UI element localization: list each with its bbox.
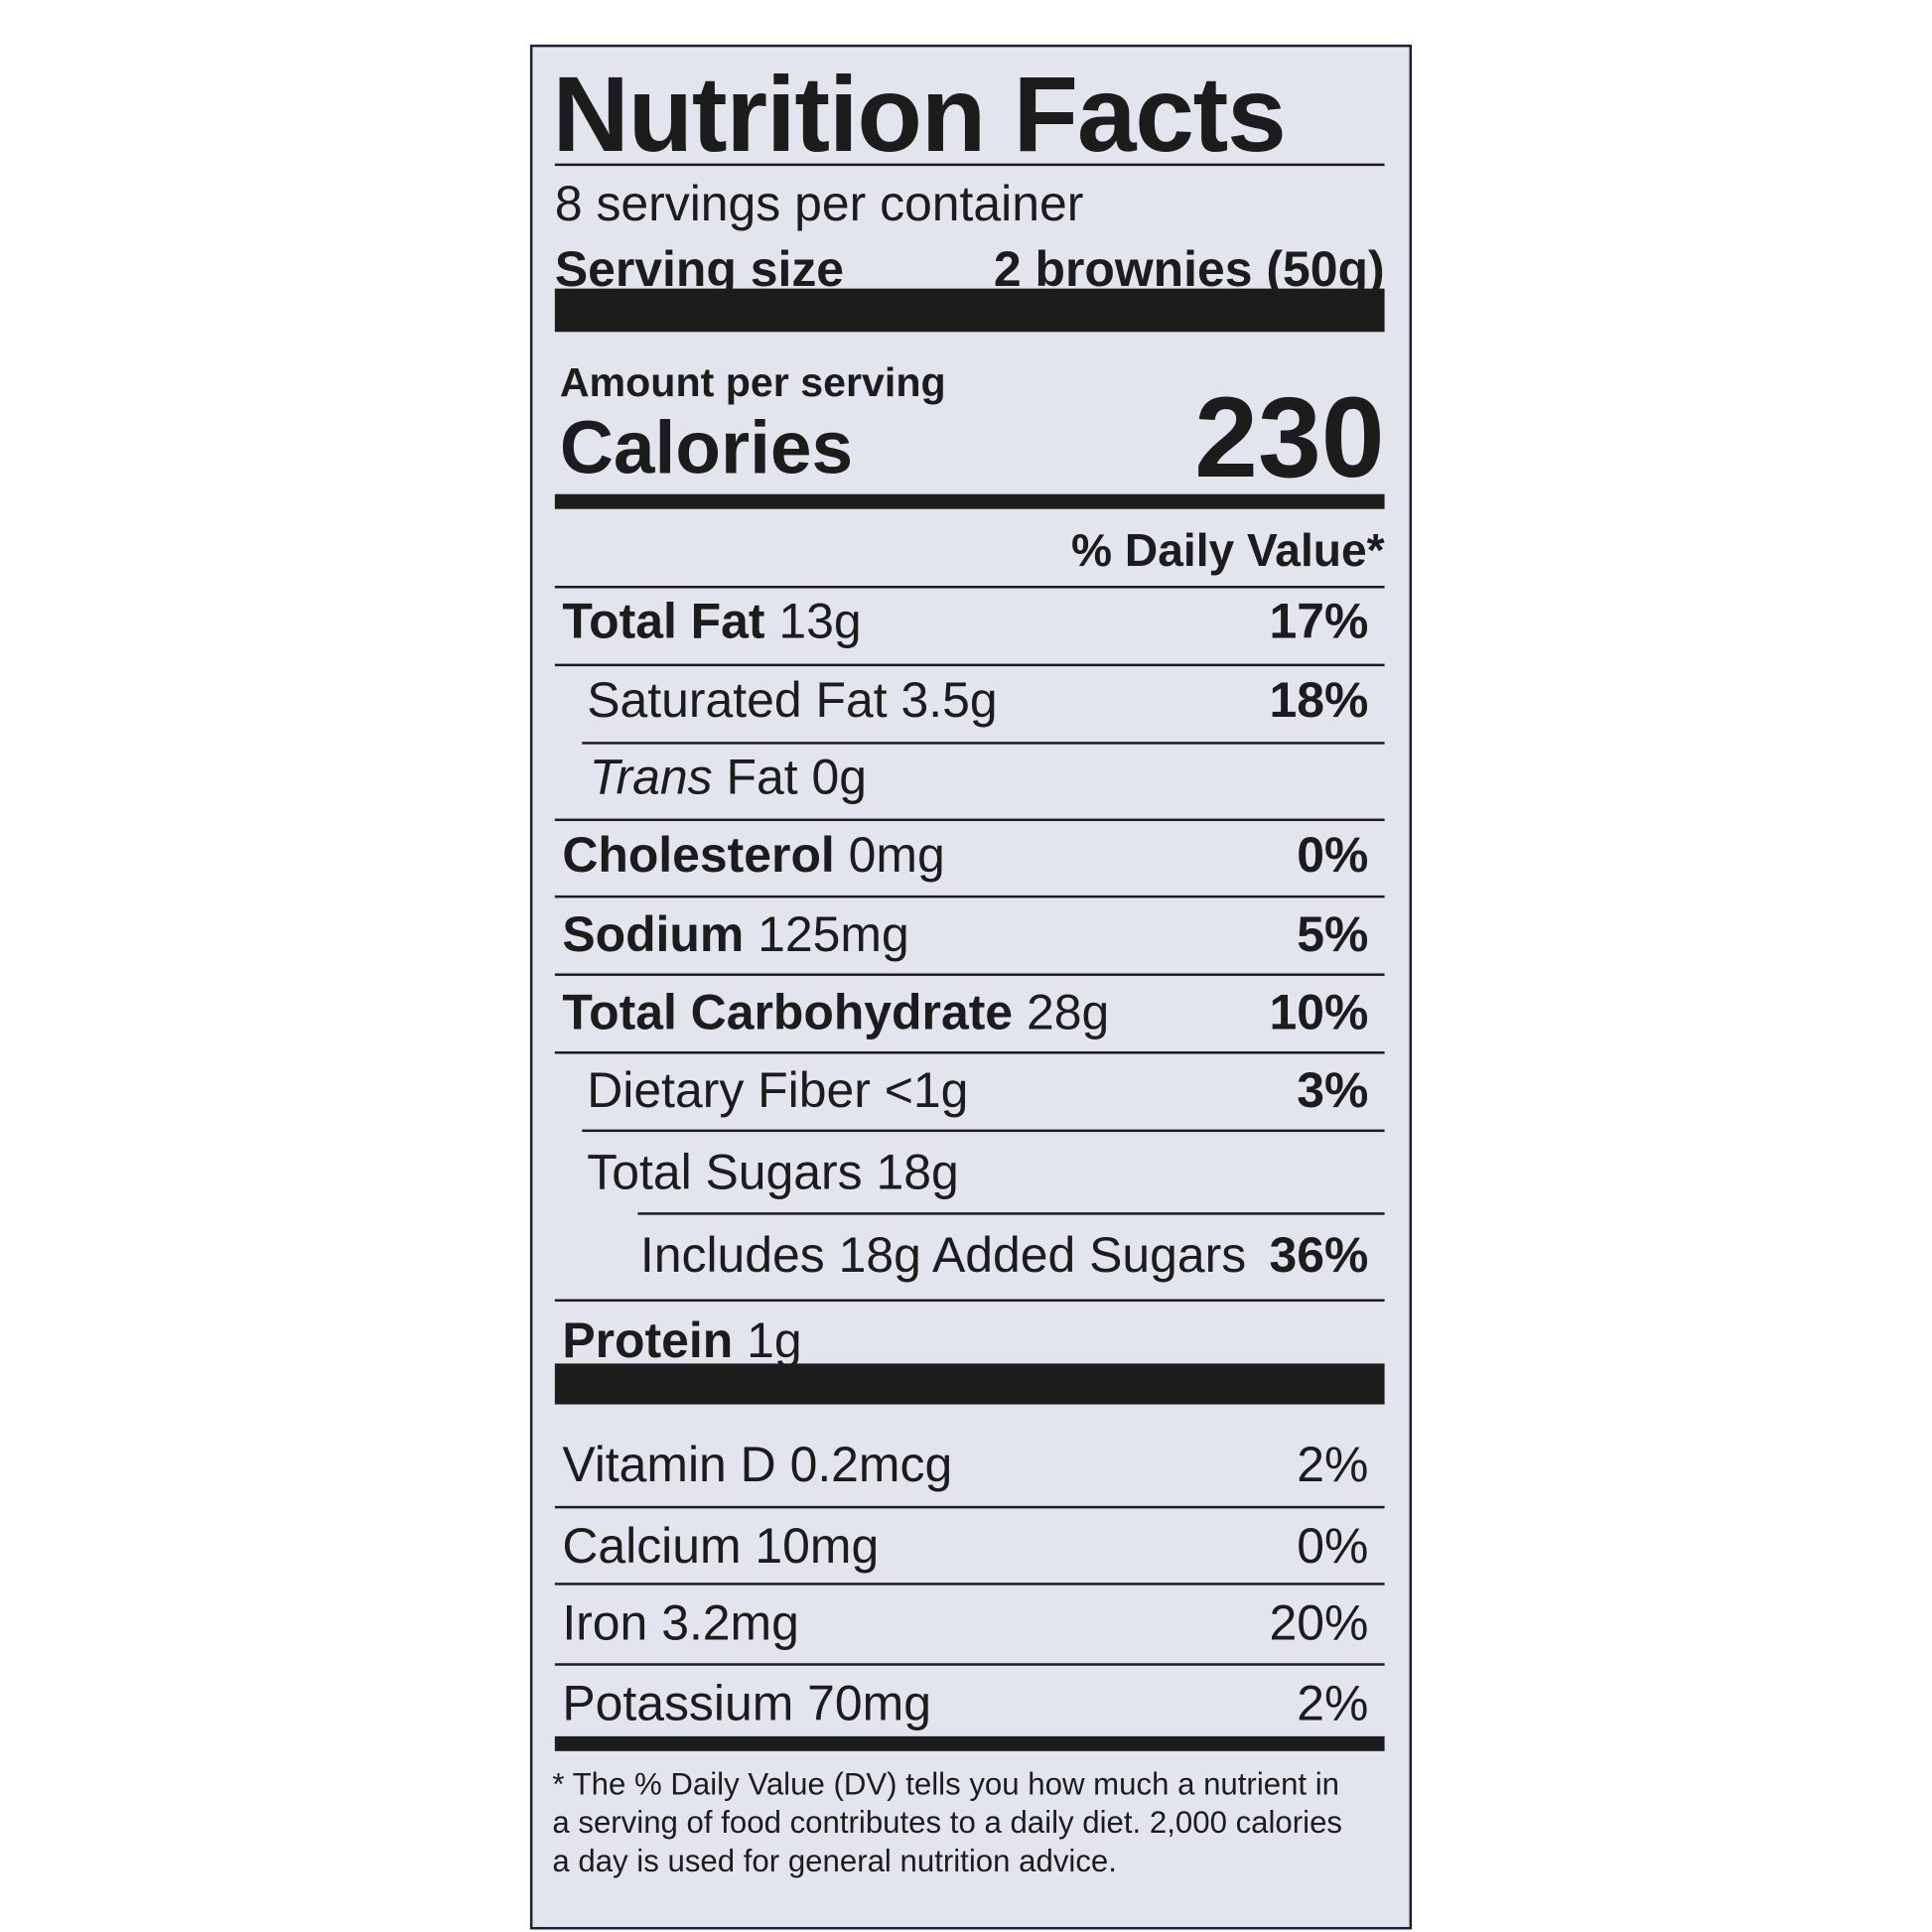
nutrient-name: Total Carbohydrate xyxy=(562,985,1014,1040)
footnote-line: a day is used for general nutrition advi… xyxy=(552,1844,1117,1879)
rule xyxy=(554,163,1385,167)
nutrient-dv: 10% xyxy=(1269,985,1369,1040)
rule xyxy=(554,1505,1385,1509)
rule xyxy=(554,1663,1385,1666)
serving-size-value: 2 brownies (50g) xyxy=(993,242,1385,298)
vitamin-row: Vitamin D 0.2mcg xyxy=(562,1441,952,1490)
rule xyxy=(554,1299,1385,1303)
serving-size-label: Serving size xyxy=(554,242,845,298)
nutrient-name: Fat xyxy=(726,750,798,805)
nutrient-row: Sodium 125mg xyxy=(562,910,908,960)
nutrient-amount: <1g xyxy=(884,1063,969,1119)
nutrient-name: Includes 18g Added Sugars xyxy=(639,1228,1247,1284)
nutrient-name: Total Sugars xyxy=(587,1145,863,1200)
nutrient-row: Total Fat 13g xyxy=(562,597,861,646)
vitamin-amount: 0.2mcg xyxy=(789,1438,953,1493)
nutrient-name: Protein xyxy=(562,1313,734,1369)
vitamin-row: Potassium 70mg xyxy=(562,1679,931,1728)
rule xyxy=(554,1583,1385,1586)
nutrient-name: Dietary Fiber xyxy=(587,1063,871,1119)
nutrient-row: Cholesterol 0mg xyxy=(562,831,944,881)
nutrient-dv: 5% xyxy=(1297,907,1369,963)
nutrient-dv: 17% xyxy=(1269,594,1369,649)
calories-label: Calories xyxy=(559,406,854,489)
nutrient-amount: 3.5g xyxy=(900,673,998,729)
nutrient-row: Saturated Fat 3.5g xyxy=(587,676,997,726)
vitamin-amount: 10mg xyxy=(755,1519,880,1575)
nutrient-row: Total Sugars 18g xyxy=(587,1148,958,1197)
nutrient-amount: 1g xyxy=(747,1313,802,1369)
nutrient-dv: 36% xyxy=(1269,1228,1369,1284)
footnote-line: * The % Daily Value (DV) tells you how m… xyxy=(552,1767,1340,1802)
vitamin-dv: 0% xyxy=(1297,1519,1369,1575)
rule xyxy=(554,818,1385,822)
nutrient-name: Total Fat xyxy=(562,594,765,649)
nutrient-row: Includes 18g Added Sugars xyxy=(640,1231,1246,1281)
rule xyxy=(554,973,1385,976)
rule xyxy=(582,1129,1385,1133)
nutrient-dv: 0% xyxy=(1297,828,1369,884)
nutrient-name: Saturated Fat xyxy=(587,673,888,729)
nutrient-row: Total Carbohydrate 28g xyxy=(562,988,1109,1037)
vitamin-amount: 3.2mg xyxy=(661,1595,799,1651)
nutrient-name: Cholesterol xyxy=(562,828,835,884)
vitamin-name: Vitamin D xyxy=(562,1438,776,1493)
vitamin-row: Iron 3.2mg xyxy=(562,1598,799,1648)
rule xyxy=(554,1051,1385,1054)
nutrient-amount: 18g xyxy=(876,1145,959,1200)
vitamin-name: Potassium xyxy=(562,1676,794,1731)
vitamin-dv: 2% xyxy=(1297,1676,1369,1731)
vitamin-name: Iron xyxy=(562,1595,648,1651)
thick-rule xyxy=(554,1735,1385,1751)
footnote-line: a serving of food contributes to a daily… xyxy=(552,1805,1343,1841)
nutrient-row: Dietary Fiber <1g xyxy=(587,1066,968,1116)
title: Nutrition Facts xyxy=(552,56,1286,175)
nutrient-dv: 3% xyxy=(1297,1063,1369,1119)
nutrient-row: Protein 1g xyxy=(562,1316,801,1366)
label-box xyxy=(529,44,1413,1930)
rule xyxy=(554,895,1385,898)
nutrient-amount: 28g xyxy=(1026,985,1110,1040)
rule xyxy=(637,1212,1385,1215)
nutrient-name-italic: Trans xyxy=(589,750,713,805)
rule xyxy=(582,742,1385,745)
nutrient-amount: 125mg xyxy=(758,907,909,963)
calories-value: 230 xyxy=(1194,374,1385,502)
nutrient-amount: 0g xyxy=(811,750,867,805)
servings: 8 servings per container xyxy=(554,177,1084,232)
thick-rule xyxy=(554,1362,1385,1404)
rule xyxy=(554,586,1385,589)
vitamin-dv: 2% xyxy=(1297,1438,1369,1493)
vitamin-name: Calcium xyxy=(562,1519,742,1575)
nutrient-row: Trans Fat 0g xyxy=(590,753,867,802)
vitamin-dv: 20% xyxy=(1269,1595,1369,1651)
vitamin-row: Calcium 10mg xyxy=(562,1522,879,1572)
thick-rule xyxy=(554,288,1385,332)
nutrient-amount: 0mg xyxy=(848,828,945,884)
nutrient-dv: 18% xyxy=(1269,673,1369,729)
rule xyxy=(554,663,1385,667)
thick-rule xyxy=(554,493,1385,509)
nutrient-name: Sodium xyxy=(562,907,745,963)
amount-label: Amount per serving xyxy=(559,358,946,405)
dv-header: % Daily Value* xyxy=(1071,524,1385,577)
vitamin-amount: 70mg xyxy=(807,1676,931,1731)
nutrient-amount: 13g xyxy=(778,594,862,649)
